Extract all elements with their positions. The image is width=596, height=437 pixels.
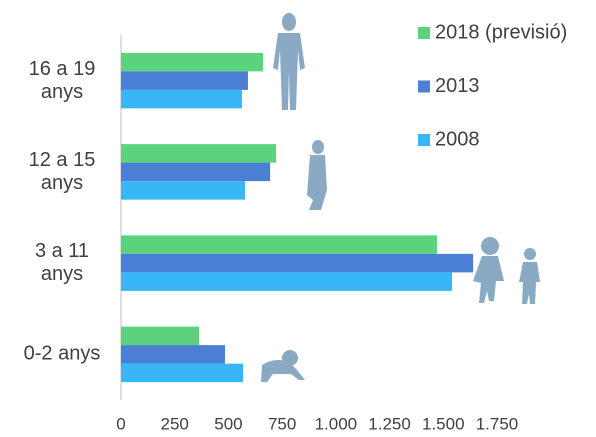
- x-tick-label: 0: [116, 414, 125, 433]
- x-tick-label: 750: [268, 414, 296, 433]
- chart: 0 250 500 750 1.000 1.250 1.500 1.750 2018 (prev…: [0, 0, 596, 437]
- bar: [121, 90, 242, 109]
- bar: [121, 254, 473, 273]
- bar: [121, 235, 437, 254]
- x-tick-label: 1.750: [476, 414, 519, 433]
- bar: [121, 163, 270, 182]
- bar: [121, 364, 243, 383]
- x-tick-label: 1.250: [368, 414, 411, 433]
- bar: [121, 53, 263, 72]
- bar: [121, 272, 452, 291]
- bar: [121, 345, 225, 364]
- bar: [121, 71, 248, 90]
- legend-label: 2008: [435, 128, 480, 150]
- bar: [121, 181, 245, 200]
- bar: [121, 144, 276, 163]
- x-tick-label: 1.500: [422, 414, 465, 433]
- y-tick-label: 12 a 15 anys: [14, 149, 110, 195]
- x-tick-label: 500: [214, 414, 242, 433]
- bar: [121, 327, 199, 346]
- legend-swatch: [418, 81, 430, 93]
- x-tick-label: 250: [161, 414, 189, 433]
- legend-swatch: [418, 134, 430, 146]
- silhouettes: [261, 13, 540, 382]
- legend-label: 2013: [435, 75, 480, 97]
- y-tick-label: 16 a 19 anys: [14, 58, 110, 104]
- legend-swatch: [418, 27, 430, 39]
- x-tick-label: 1.000: [315, 414, 358, 433]
- legend-label: 2018 (previsió): [435, 21, 567, 43]
- y-tick-label: 0-2 anys: [14, 343, 110, 366]
- y-tick-label: 3 a 11 anys: [14, 240, 110, 286]
